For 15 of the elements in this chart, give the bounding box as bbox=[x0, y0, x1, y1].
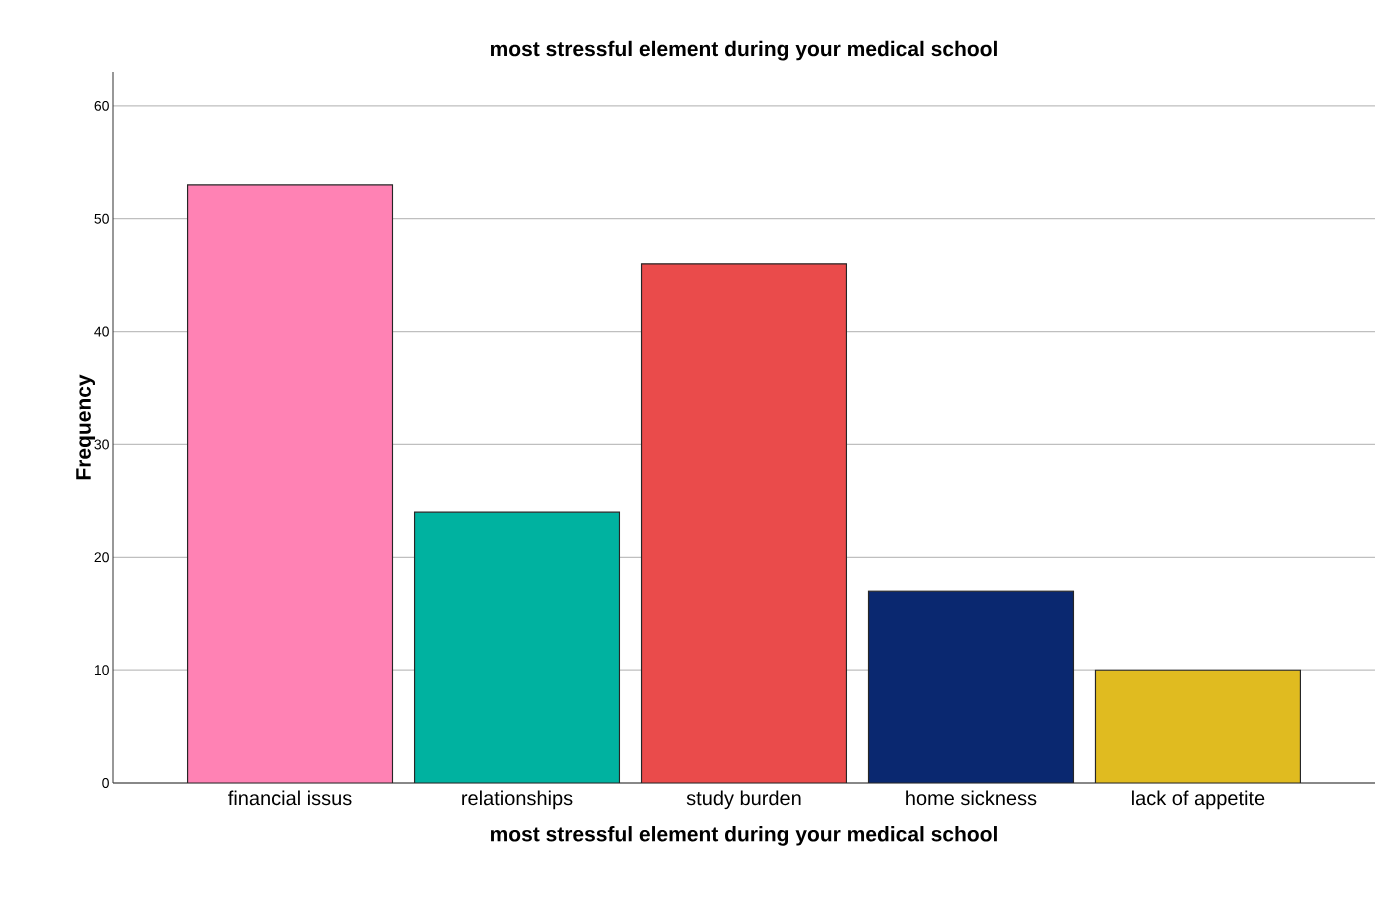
y-tick-label: 40 bbox=[94, 326, 109, 337]
y-tick-label: 20 bbox=[94, 552, 109, 563]
x-tick-label: lack of appetite bbox=[1132, 790, 1265, 810]
y-axis-title: Frequency bbox=[76, 374, 96, 480]
y-tick-label: 50 bbox=[94, 213, 109, 224]
y-tick-label: 60 bbox=[94, 100, 109, 111]
chart-title: most stressful element during your medical school bbox=[490, 40, 997, 61]
y-tick-label: 0 bbox=[102, 778, 109, 788]
x-tick-label: study burden bbox=[686, 790, 801, 810]
y-tick-label: 10 bbox=[94, 665, 109, 676]
x-tick-label: financial issus bbox=[228, 790, 352, 806]
x-tick-label: home sickness bbox=[906, 790, 1037, 806]
x-axis-title: most stressful element during your medical school bbox=[490, 826, 997, 846]
y-tick-label: 30 bbox=[94, 439, 109, 450]
x-tick-label: relationships bbox=[462, 790, 573, 810]
